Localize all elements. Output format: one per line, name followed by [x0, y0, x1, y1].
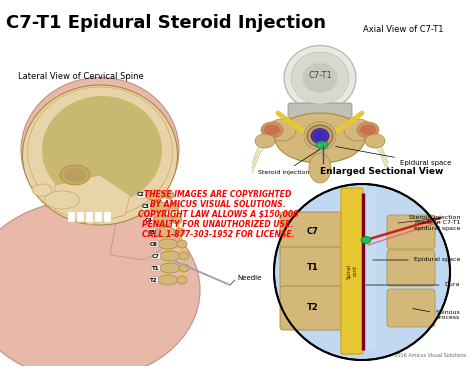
Bar: [86, 212, 93, 222]
Ellipse shape: [255, 134, 275, 148]
Text: C3: C3: [142, 205, 150, 209]
Ellipse shape: [304, 122, 336, 150]
Ellipse shape: [164, 191, 174, 199]
FancyBboxPatch shape: [341, 188, 363, 354]
Text: C7-T1 Epidural Steroid Injection: C7-T1 Epidural Steroid Injection: [6, 14, 326, 32]
Text: T1: T1: [307, 264, 319, 273]
Text: CALL 1-877-303-1952 FOR LICENSE.: CALL 1-877-303-1952 FOR LICENSE.: [142, 230, 294, 239]
Text: Spinous
process: Spinous process: [413, 309, 460, 320]
Text: Axial View of C7-T1: Axial View of C7-T1: [363, 25, 444, 34]
Text: C2: C2: [137, 193, 145, 198]
Ellipse shape: [156, 227, 176, 237]
Ellipse shape: [344, 119, 372, 141]
Ellipse shape: [314, 131, 326, 141]
Text: C6: C6: [150, 242, 158, 246]
FancyBboxPatch shape: [288, 103, 352, 119]
Ellipse shape: [365, 134, 385, 148]
Polygon shape: [110, 185, 175, 260]
Bar: [104, 212, 111, 222]
Ellipse shape: [307, 125, 333, 147]
Ellipse shape: [158, 275, 178, 285]
Text: T2: T2: [150, 277, 158, 283]
Text: Epidural space: Epidural space: [336, 146, 451, 166]
FancyBboxPatch shape: [280, 247, 346, 289]
Ellipse shape: [22, 85, 177, 225]
Text: C5: C5: [148, 229, 156, 235]
FancyBboxPatch shape: [387, 289, 435, 327]
Text: T1: T1: [152, 265, 160, 270]
Text: Lateral View of Cervical Spine: Lateral View of Cervical Spine: [18, 72, 144, 81]
Ellipse shape: [172, 216, 182, 224]
Ellipse shape: [27, 87, 173, 217]
Ellipse shape: [32, 184, 52, 196]
Text: Needle: Needle: [237, 275, 261, 281]
Ellipse shape: [64, 168, 86, 182]
Polygon shape: [55, 175, 130, 225]
Ellipse shape: [177, 276, 187, 284]
Text: Steroid injection: Steroid injection: [258, 149, 319, 175]
Ellipse shape: [169, 203, 179, 211]
Text: C7-T1: C7-T1: [308, 71, 332, 79]
Ellipse shape: [302, 63, 337, 93]
Ellipse shape: [21, 78, 179, 223]
Bar: [283, 284, 343, 289]
Ellipse shape: [153, 215, 173, 225]
Text: PENALTY FOR UNAUTHORIZED USE.: PENALTY FOR UNAUTHORIZED USE.: [142, 220, 293, 229]
Ellipse shape: [45, 191, 80, 209]
Ellipse shape: [0, 200, 200, 366]
Ellipse shape: [361, 236, 371, 243]
Ellipse shape: [291, 52, 349, 104]
Ellipse shape: [284, 45, 356, 111]
Text: Dura: Dura: [366, 283, 460, 288]
Ellipse shape: [179, 252, 189, 260]
Text: T2: T2: [307, 303, 319, 313]
Ellipse shape: [268, 119, 296, 141]
Ellipse shape: [360, 124, 376, 135]
Text: Spinal
cord: Spinal cord: [346, 264, 357, 279]
Ellipse shape: [158, 239, 178, 249]
Ellipse shape: [357, 122, 379, 138]
FancyBboxPatch shape: [387, 250, 435, 286]
Ellipse shape: [179, 264, 189, 272]
Ellipse shape: [311, 128, 329, 143]
Text: Epidural space: Epidural space: [373, 258, 460, 262]
Ellipse shape: [316, 141, 328, 149]
Text: C7: C7: [307, 228, 319, 236]
Bar: [77, 212, 84, 222]
Bar: [364, 193, 376, 350]
Ellipse shape: [264, 124, 280, 135]
Ellipse shape: [150, 202, 170, 212]
Text: C4: C4: [145, 217, 153, 223]
Bar: [68, 212, 75, 222]
Ellipse shape: [275, 113, 365, 163]
Bar: [283, 247, 343, 252]
Text: C7: C7: [152, 254, 160, 258]
Ellipse shape: [145, 190, 165, 200]
FancyBboxPatch shape: [280, 212, 346, 252]
Text: Steroid injection
made in C7-T1
epidural space: Steroid injection made in C7-T1 epidural…: [409, 215, 460, 231]
Ellipse shape: [261, 122, 283, 138]
Ellipse shape: [309, 153, 331, 183]
Text: © 2016 Amicus Visual Solutions: © 2016 Amicus Visual Solutions: [388, 353, 466, 358]
Ellipse shape: [160, 251, 180, 261]
Ellipse shape: [160, 263, 180, 273]
Circle shape: [274, 184, 450, 360]
Text: BY AMICUS VISUAL SOLUTIONS.: BY AMICUS VISUAL SOLUTIONS.: [150, 200, 286, 209]
Ellipse shape: [177, 240, 187, 248]
FancyBboxPatch shape: [280, 286, 346, 330]
Ellipse shape: [42, 96, 162, 204]
Text: COPYRIGHT LAW ALLOWS A $150,000: COPYRIGHT LAW ALLOWS A $150,000: [138, 210, 298, 219]
Ellipse shape: [60, 165, 90, 185]
FancyBboxPatch shape: [387, 215, 435, 249]
Text: THESE IMAGES ARE COPYRIGHTED: THESE IMAGES ARE COPYRIGHTED: [144, 190, 292, 199]
Text: Enlarged Sectional View: Enlarged Sectional View: [320, 167, 444, 176]
Ellipse shape: [175, 228, 185, 236]
Bar: [95, 212, 102, 222]
